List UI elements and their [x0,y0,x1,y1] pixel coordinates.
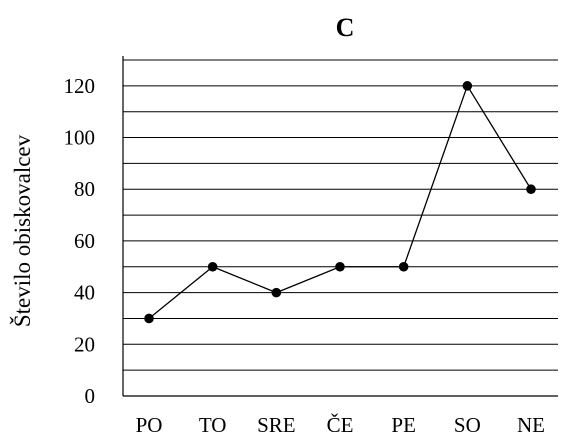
y-tick-label: 120 [64,74,96,98]
data-point [271,287,282,298]
y-tick-label: 80 [74,177,95,201]
y-tick-label: 0 [85,384,96,408]
series-layer [144,81,536,324]
x-tick-labels: PO TO SRE ČE PE SO NE [136,413,545,437]
y-tick-label: 40 [74,281,95,305]
chart-title: C [336,13,355,42]
x-tick-label: PE [391,413,416,437]
y-axis-label: Število obiskovalcev [9,134,35,327]
series-line [148,84,532,319]
y-tick-label: 100 [64,126,96,150]
data-point [462,81,473,91]
x-tick-label: PO [136,413,163,437]
y-tick-labels: 0 20 40 60 80 100 120 [64,74,96,408]
x-tick-label: NE [517,413,545,437]
y-tick-label: 20 [74,332,95,356]
data-point [335,261,345,272]
x-tick-label: ČE [327,413,354,437]
axes [122,56,558,397]
data-point [144,313,154,324]
data-point [398,261,409,272]
x-tick-label: TO [199,413,227,437]
grid-lines [123,59,558,371]
y-tick-label: 60 [74,229,95,253]
x-tick-label: SO [454,413,481,437]
x-tick-label: SRE [257,413,296,437]
data-point [526,184,536,195]
data-point [207,261,218,272]
